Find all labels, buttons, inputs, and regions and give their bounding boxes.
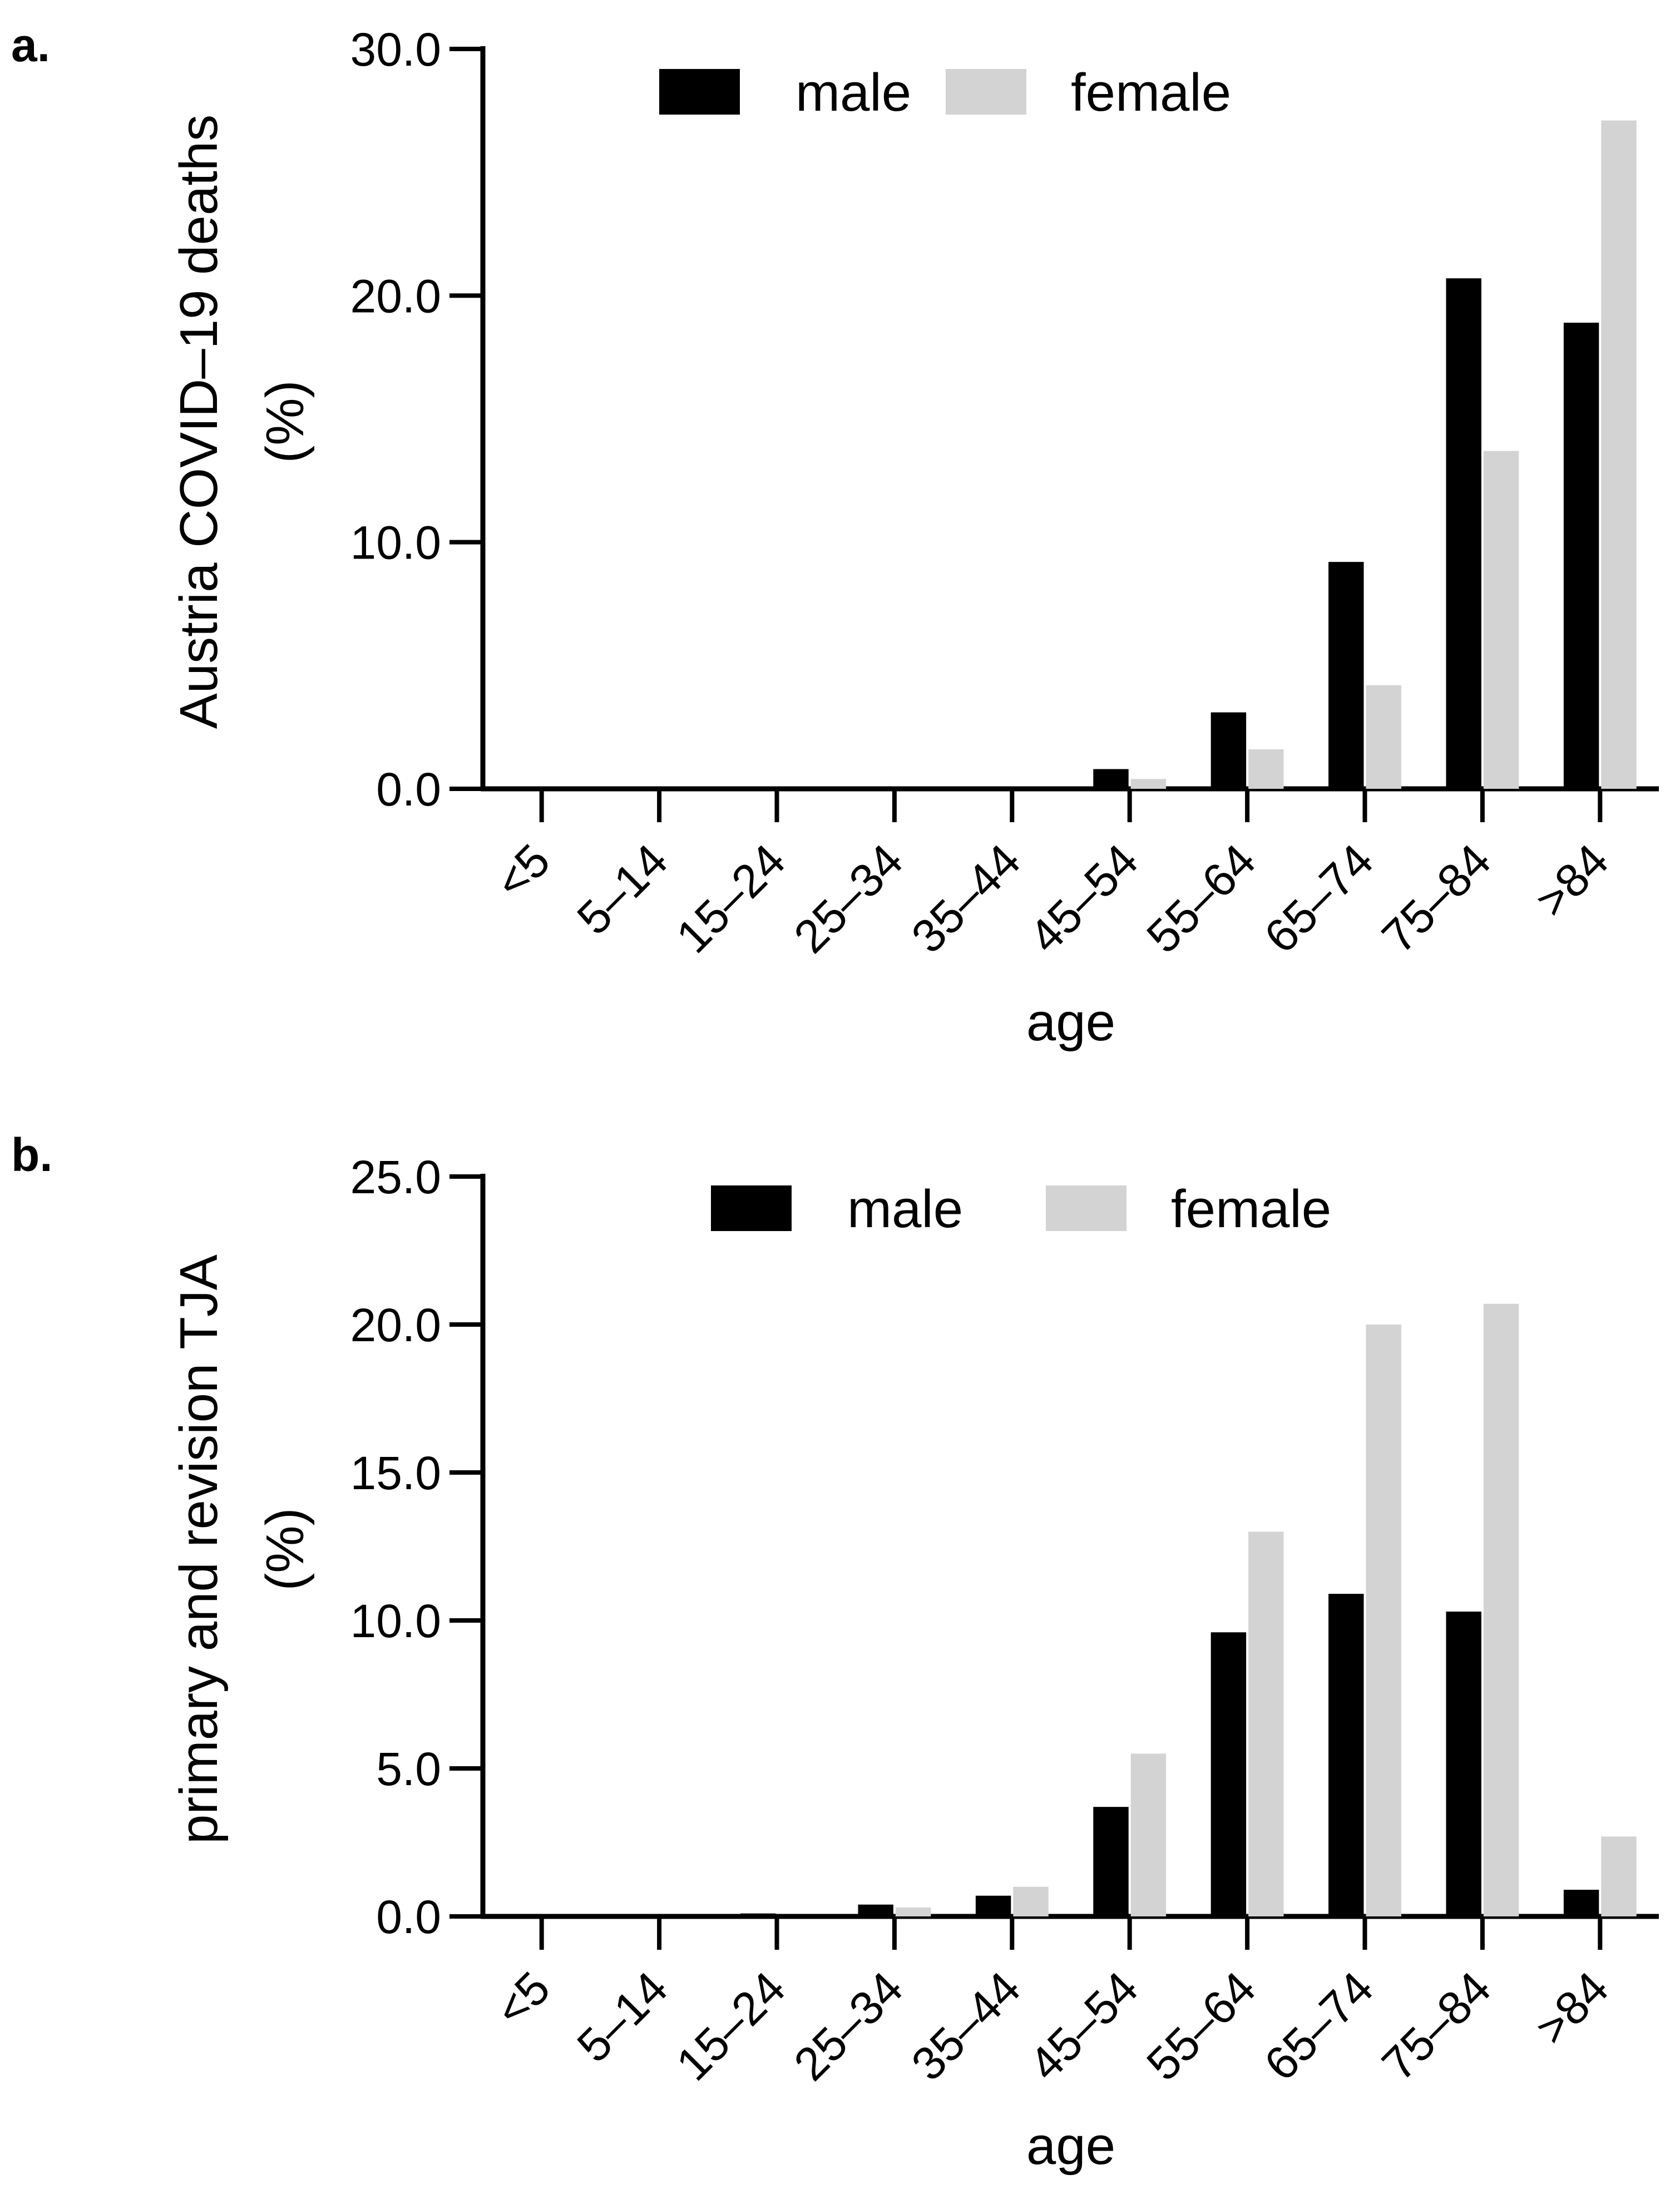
bar-male-2 [740, 1913, 776, 1916]
x-tick-label: 55–64 [1137, 1961, 1266, 2091]
bar-female-5 [1130, 1753, 1167, 1916]
x-tick-label: 25–34 [784, 834, 913, 963]
x-tick-label: 45–54 [1019, 834, 1148, 963]
y-tick-label: 25.0 [350, 1151, 442, 1203]
bar-male-8 [1446, 1612, 1481, 1916]
y-axis-title: primary and revision TJA [169, 1254, 229, 1844]
y-axis-title: Austria COVID–19 deaths [169, 115, 229, 729]
bar-female-6 [1248, 749, 1284, 789]
x-tick-label: >84 [1525, 834, 1618, 927]
y-tick-label: 20.0 [350, 270, 442, 322]
x-tick-label: 75–84 [1372, 834, 1501, 963]
y-tick-label: 20.0 [350, 1299, 442, 1351]
y-tick-label: 15.0 [350, 1447, 442, 1499]
legend-swatch-male [711, 1185, 792, 1231]
y-tick-label: 0.0 [376, 763, 441, 816]
x-tick-label: <5 [485, 1961, 560, 2036]
x-tick-label: 45–54 [1019, 1961, 1148, 2091]
y-tick-label: 10.0 [350, 517, 442, 569]
bar-male-5 [1093, 769, 1129, 789]
bar-male-7 [1328, 1594, 1364, 1916]
bar-female-8 [1483, 1303, 1519, 1916]
bar-male-3 [858, 1904, 893, 1916]
panel-label: b. [11, 1129, 53, 1181]
bar-male-7 [1328, 562, 1364, 789]
x-tick-label: >84 [1525, 1961, 1618, 2054]
x-tick-label: 75–84 [1372, 1961, 1501, 2091]
x-tick-label: 25–34 [784, 1961, 913, 2091]
bar-female-4 [1013, 1886, 1049, 1916]
x-tick-label: 15–24 [666, 1961, 795, 2091]
bar-female-7 [1366, 1325, 1401, 1916]
bar-female-8 [1483, 451, 1519, 789]
bar-male-8 [1446, 278, 1481, 789]
y-axis-title-unit: (%) [255, 380, 315, 463]
legend-label-female: female [1071, 63, 1231, 122]
bar-female-6 [1248, 1531, 1284, 1916]
bar-female-9 [1601, 120, 1637, 789]
bar-female-7 [1366, 685, 1401, 789]
x-tick-label: <5 [485, 834, 560, 908]
x-tick-label: 5–14 [567, 834, 678, 945]
bar-male-6 [1210, 1632, 1247, 1916]
x-tick-label: 35–44 [901, 1961, 1030, 2091]
bar-female-3 [895, 1908, 931, 1916]
x-tick-label: 65–74 [1254, 834, 1383, 963]
y-tick-label: 5.0 [376, 1743, 441, 1795]
y-axis-title-unit: (%) [255, 1508, 315, 1590]
legend-swatch-female [946, 69, 1026, 115]
x-tick-label: 5–14 [567, 1961, 678, 2072]
bar-male-4 [975, 1895, 1011, 1916]
bar-male-9 [1563, 1890, 1599, 1916]
y-tick-label: 30.0 [350, 23, 442, 76]
legend-label-female: female [1171, 1179, 1331, 1239]
bar-female-5 [1130, 779, 1167, 789]
bar-male-9 [1563, 323, 1599, 789]
legend-swatch-male [659, 69, 740, 115]
y-tick-label: 10.0 [350, 1595, 442, 1647]
bar-male-4 [975, 786, 1011, 789]
legend-swatch-female [1046, 1185, 1126, 1231]
bar-male-5 [1093, 1807, 1129, 1916]
bar-female-9 [1601, 1836, 1637, 1916]
x-tick-label: 35–44 [901, 834, 1030, 963]
panel-label: a. [11, 19, 50, 71]
legend-label-male: male [795, 63, 911, 122]
legend-label-male: male [847, 1179, 963, 1239]
y-tick-label: 0.0 [376, 1891, 441, 1943]
x-axis-title: age [1026, 2116, 1115, 2176]
bar-male-6 [1210, 712, 1247, 789]
x-axis-title: age [1026, 992, 1115, 1052]
x-tick-label: 65–74 [1254, 1961, 1383, 2091]
x-tick-label: 55–64 [1137, 834, 1266, 963]
x-tick-label: 15–24 [666, 834, 795, 963]
